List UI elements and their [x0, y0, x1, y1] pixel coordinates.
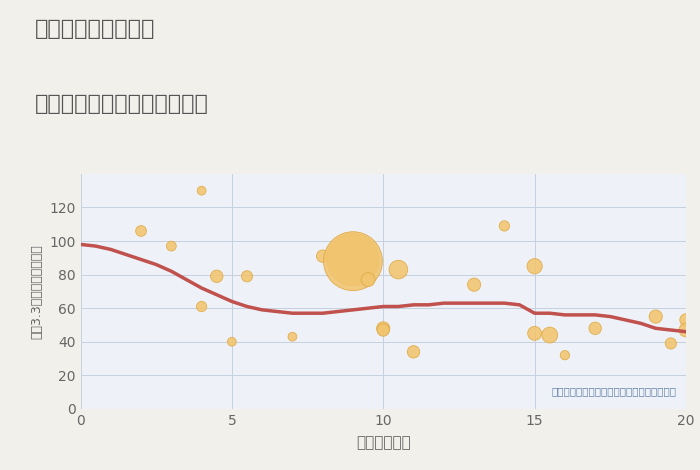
- Point: [529, 329, 540, 337]
- Point: [378, 326, 389, 334]
- Point: [498, 222, 510, 230]
- X-axis label: 駅距離（分）: 駅距離（分）: [356, 435, 411, 450]
- Y-axis label: 坪（3.3㎡）単価（万円）: 坪（3.3㎡）単価（万円）: [31, 244, 43, 339]
- Point: [347, 258, 358, 265]
- Point: [196, 303, 207, 310]
- Point: [241, 273, 253, 280]
- Point: [559, 352, 570, 359]
- Point: [468, 281, 480, 289]
- Text: 駅距離別中古マンション価格: 駅距離別中古マンション価格: [35, 94, 209, 114]
- Point: [393, 266, 404, 274]
- Text: 円の大きさは、取引のあった物件面積を示す: 円の大きさは、取引のあった物件面積を示す: [552, 386, 677, 396]
- Point: [378, 325, 389, 332]
- Point: [544, 331, 555, 339]
- Point: [317, 252, 328, 260]
- Point: [196, 187, 207, 195]
- Point: [166, 243, 177, 250]
- Point: [650, 313, 662, 321]
- Point: [680, 326, 692, 334]
- Point: [226, 338, 237, 345]
- Point: [589, 325, 601, 332]
- Point: [211, 273, 223, 280]
- Point: [529, 262, 540, 270]
- Point: [665, 340, 676, 347]
- Point: [363, 276, 374, 283]
- Point: [347, 256, 358, 263]
- Point: [136, 227, 147, 235]
- Point: [680, 316, 692, 324]
- Point: [287, 333, 298, 340]
- Text: 岐阜県本巣市温井の: 岐阜県本巣市温井の: [35, 19, 155, 39]
- Point: [408, 348, 419, 356]
